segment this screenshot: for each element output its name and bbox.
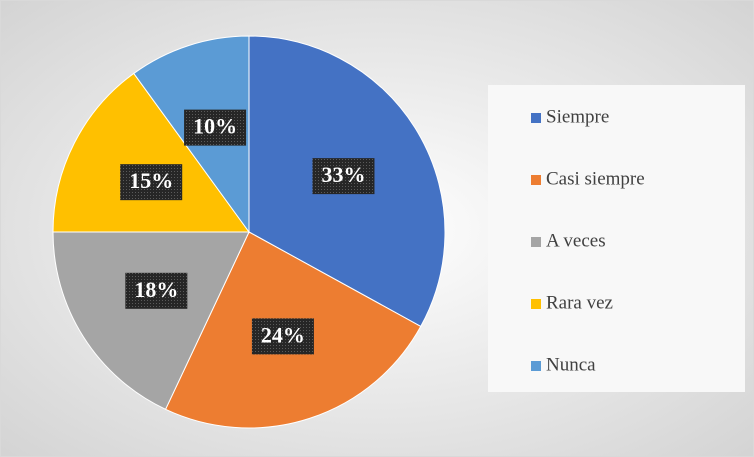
- data-label-box: [312, 158, 375, 195]
- legend-label: A veces: [546, 230, 606, 251]
- data-label-box: [125, 272, 188, 309]
- data-label: 18%: [134, 277, 178, 302]
- pie-slice: [52, 231, 250, 411]
- data-label-box: [184, 109, 247, 146]
- pie-slice: [52, 72, 250, 233]
- legend-box: [488, 85, 745, 392]
- data-label: 24%: [261, 322, 305, 347]
- data-label-box: [251, 318, 314, 355]
- legend-label: Siempre: [546, 106, 609, 127]
- data-label: 33%: [321, 162, 365, 187]
- legend-swatch: [531, 299, 541, 309]
- legend-label: Casi siempre: [546, 168, 645, 189]
- legend-swatch: [531, 361, 541, 371]
- legend-label: Rara vez: [546, 292, 613, 313]
- legend-swatch: [531, 237, 541, 247]
- data-label: 10%: [193, 114, 237, 139]
- data-label: 15%: [129, 168, 173, 193]
- legend-label: Nunca: [546, 354, 596, 375]
- data-label-box: [120, 164, 183, 201]
- legend-swatch: [531, 113, 541, 123]
- legend-swatch: [531, 175, 541, 185]
